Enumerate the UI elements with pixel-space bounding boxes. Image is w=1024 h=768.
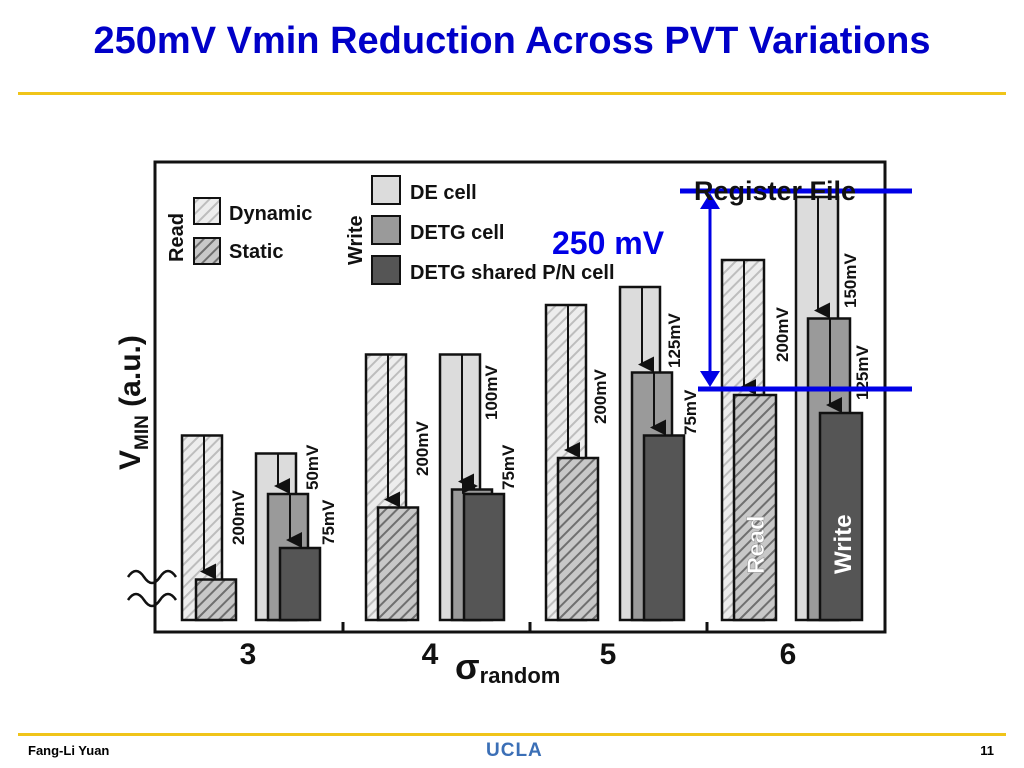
page-number: 11 [980, 743, 994, 758]
chart-title: Register File [694, 176, 856, 206]
y-axis-label-main: V [114, 450, 147, 470]
x-tick-label: 5 [600, 638, 617, 671]
legend-swatch-dynamic [193, 197, 221, 225]
label-de-to-detg: 50mV [303, 444, 322, 490]
label-de-to-detg: 125mV [665, 313, 684, 368]
reduction-label: 250 mV [552, 225, 665, 261]
legend-swatch-write-2 [371, 255, 401, 285]
legend-label-dynamic: Dynamic [229, 203, 312, 225]
legend-label-write-0: DE cell [410, 182, 477, 204]
x-axis-label-main: σ [455, 646, 480, 687]
legend-label-static: Static [229, 241, 283, 263]
legend-label-write-1: DETG cell [410, 222, 504, 244]
bar-detg-shared-cell [278, 546, 322, 622]
bar-label-read: Read [743, 515, 770, 574]
bar-detg-shared-cell [462, 492, 506, 622]
label-de-to-detg: 150mV [841, 253, 860, 308]
label-detg-to-shared: 75mV [319, 499, 338, 545]
x-axis-label-sub: random [480, 663, 561, 688]
legend-swatch-static [193, 237, 221, 265]
label-read-reduction: 200mV [773, 307, 792, 362]
footer-divider [18, 733, 1006, 736]
label-detg-to-shared: 125mV [853, 345, 872, 400]
x-tick-label: 3 [240, 638, 257, 671]
legend-read-title: Read [166, 213, 188, 262]
label-detg-to-shared: 75mV [499, 444, 518, 490]
bar-static [376, 506, 420, 622]
y-axis-label: VMIN (a.u.) [114, 335, 153, 470]
reduction-arrow-head-up [700, 193, 720, 209]
label-read-reduction: 200mV [229, 490, 248, 545]
ucla-logo: UCLA [486, 740, 543, 761]
label-detg-to-shared: 75mV [681, 389, 700, 435]
label-read-reduction: 200mV [591, 369, 610, 424]
y-axis-label-sub: MIN [132, 415, 153, 450]
label-read-reduction: 200mV [413, 421, 432, 476]
bar-detg-shared-cell [642, 434, 686, 622]
x-tick-label: 6 [780, 638, 797, 671]
axis-break-lower [126, 592, 178, 608]
x-axis-label: σrandom [455, 646, 560, 688]
legend-swatch-write-1 [371, 215, 401, 245]
legend-label-write-2: DETG shared P/N cell [410, 262, 615, 284]
legend-swatch-write-0 [371, 175, 401, 205]
footer-author: Fang-Li Yuan [28, 743, 110, 758]
axis-break-upper [126, 569, 178, 585]
y-axis-label-unit: (a.u.) [114, 335, 147, 415]
legend-write-title: Write [345, 215, 367, 265]
reduction-arrow-head-down [700, 371, 720, 387]
bar-label-write: Write [830, 514, 857, 574]
x-tick-label: 4 [422, 638, 439, 671]
title-divider [18, 92, 1006, 95]
label-de-to-detg: 100mV [482, 365, 501, 420]
bar-static [556, 456, 600, 622]
bar-static [732, 393, 778, 622]
bar-detg-shared-cell [818, 411, 864, 622]
bar-static [194, 578, 238, 622]
slide-title: 250mV Vmin Reduction Across PVT Variatio… [93, 20, 931, 62]
